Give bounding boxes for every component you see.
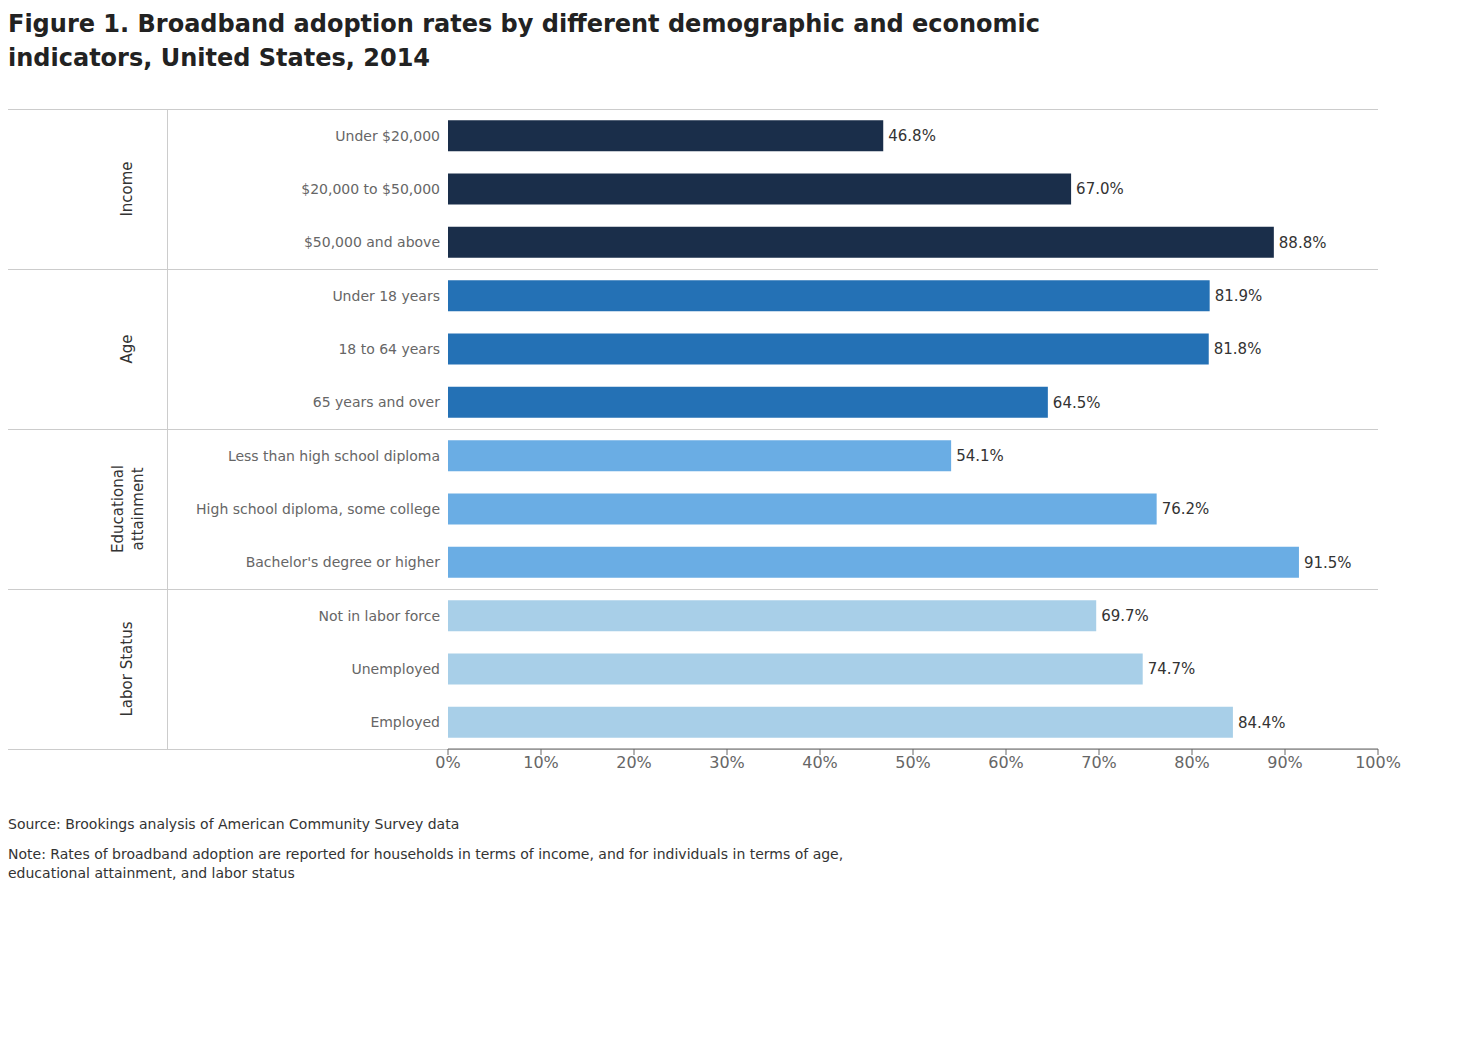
svg-text:81.8%: 81.8% xyxy=(1214,341,1262,359)
svg-text:90%: 90% xyxy=(1267,754,1303,773)
html-text:Age: Age xyxy=(118,334,137,364)
svg-text:65 years and over: 65 years and over xyxy=(313,394,440,410)
html-text:Income: Income xyxy=(118,161,137,217)
svg-text:18 to 64 years: 18 to 64 years xyxy=(338,341,440,357)
svg-text:Less than high school diploma: Less than high school diploma xyxy=(228,448,440,464)
html-text:Educational attainment: Educational attainment xyxy=(108,465,146,554)
svg-text:69.7%: 69.7% xyxy=(1101,607,1149,625)
html-text:Labor Status: Labor Status xyxy=(118,621,137,717)
svg-text:20%: 20% xyxy=(616,754,652,773)
svg-text:$50,000 and above: $50,000 and above xyxy=(304,234,440,250)
svg-text:46.8%: 46.8% xyxy=(888,127,936,145)
svg-text:High school diploma, some coll: High school diploma, some college xyxy=(196,501,440,517)
svg-text:$20,000 to $50,000: $20,000 to $50,000 xyxy=(301,181,440,197)
svg-text:91.5%: 91.5% xyxy=(1304,554,1352,572)
svg-text:74.7%: 74.7% xyxy=(1148,661,1196,679)
svg-text:10%: 10% xyxy=(523,754,559,773)
svg-text:80%: 80% xyxy=(1174,754,1210,773)
svg-text:50%: 50% xyxy=(895,754,931,773)
svg-text:40%: 40% xyxy=(802,754,838,773)
svg-text:76.2%: 76.2% xyxy=(1162,501,1210,519)
svg-text:84.4%: 84.4% xyxy=(1238,714,1286,732)
svg-text:67.0%: 67.0% xyxy=(1076,181,1124,199)
html-text:Figure 1. Broadband adoption r: Figure 1. Broadband adoption rates by di… xyxy=(8,10,1040,72)
svg-text:Under $20,000: Under $20,000 xyxy=(335,128,440,144)
svg-text:70%: 70% xyxy=(1081,754,1117,773)
svg-text:81.9%: 81.9% xyxy=(1215,287,1263,305)
svg-text:Under 18 years: Under 18 years xyxy=(332,288,440,304)
svg-text:Bachelor's degree or higher: Bachelor's degree or higher xyxy=(246,554,441,570)
svg-text:54.1%: 54.1% xyxy=(956,447,1004,465)
svg-text:0%: 0% xyxy=(435,754,460,773)
html-text:Note: Rates of broadband adopt: Note: Rates of broadband adoption are re… xyxy=(8,845,844,882)
svg-text:88.8%: 88.8% xyxy=(1279,234,1327,252)
svg-text:Unemployed: Unemployed xyxy=(352,661,441,677)
html-text:Source: Brookings analysis of: Source: Brookings analysis of American C… xyxy=(8,816,460,833)
svg-text:100%: 100% xyxy=(1355,754,1401,773)
svg-text:Not in labor force: Not in labor force xyxy=(318,608,440,624)
svg-text:60%: 60% xyxy=(988,754,1024,773)
svg-text:30%: 30% xyxy=(709,754,745,773)
svg-text:64.5%: 64.5% xyxy=(1053,394,1101,412)
svg-text:Employed: Employed xyxy=(370,714,440,730)
